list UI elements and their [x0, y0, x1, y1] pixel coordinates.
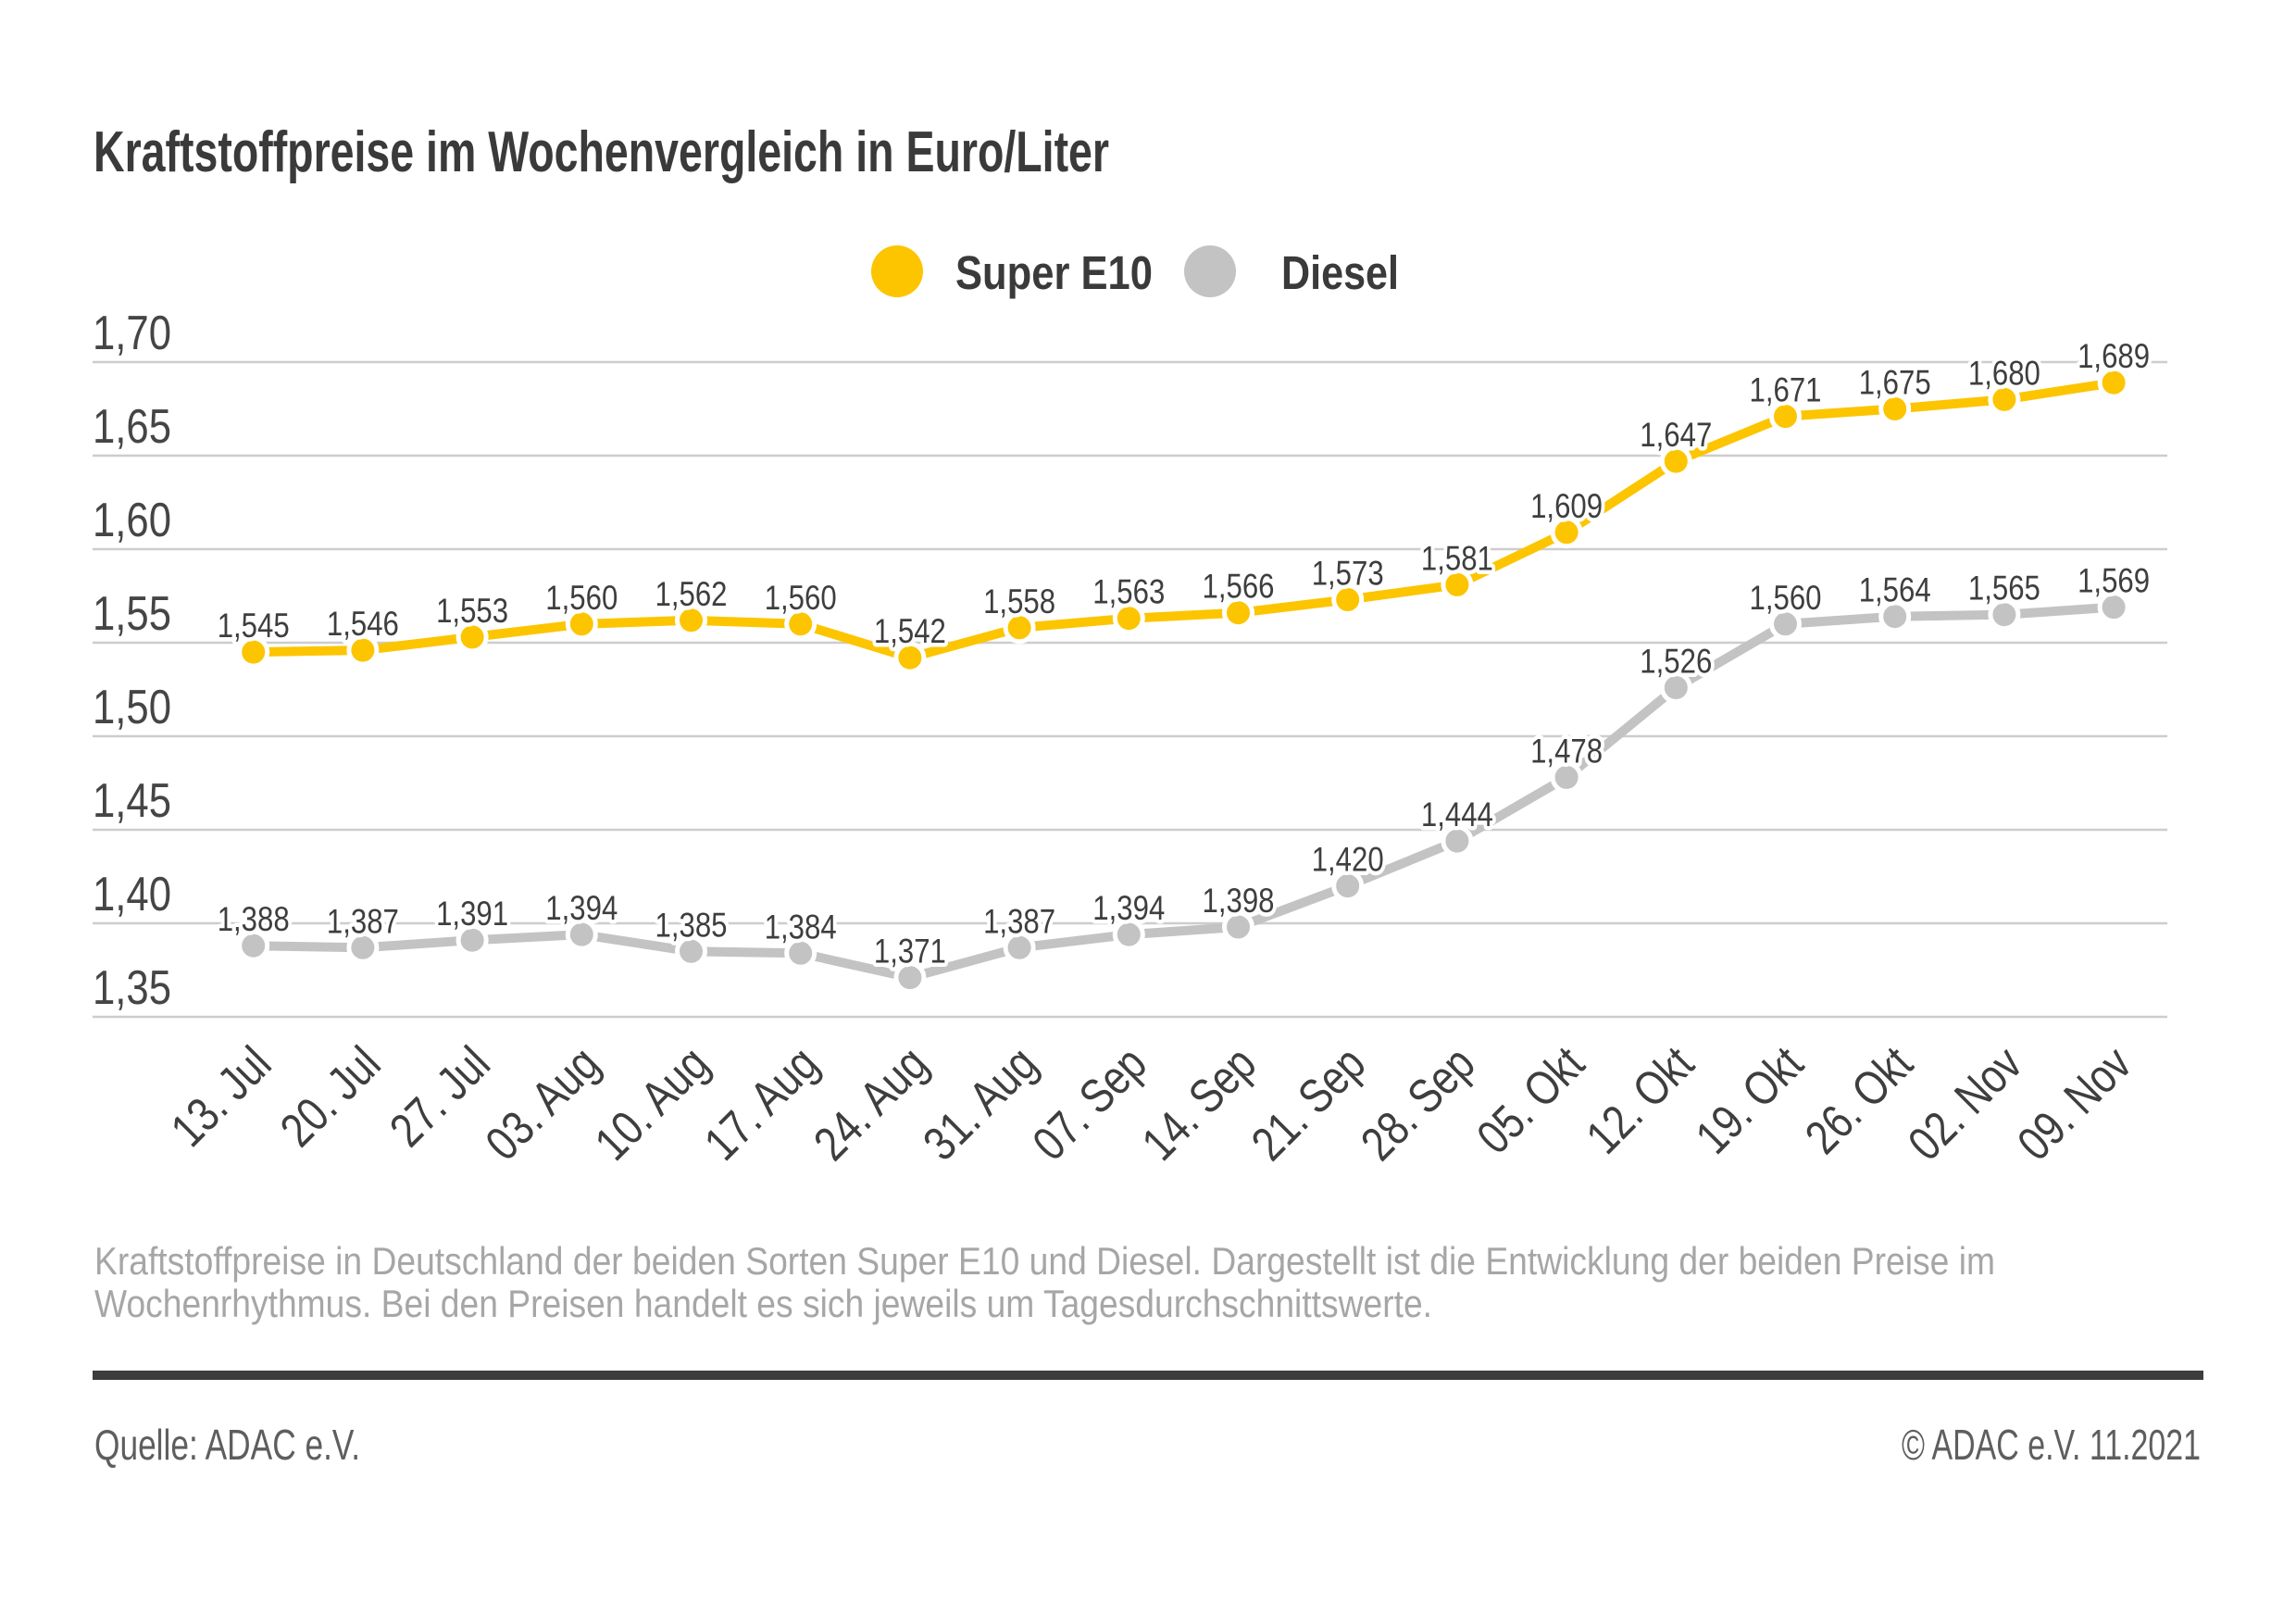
svg-text:1,70: 1,70 [93, 307, 171, 360]
svg-text:1,647: 1,647 [1640, 416, 1712, 454]
svg-text:Quelle: ADAC e.V.: Quelle: ADAC e.V. [94, 1421, 360, 1469]
svg-text:1,569: 1,569 [2078, 562, 2150, 600]
svg-text:1,55: 1,55 [93, 587, 171, 641]
svg-text:1,384: 1,384 [765, 908, 837, 946]
svg-text:1,394: 1,394 [545, 889, 618, 927]
svg-text:1,609: 1,609 [1530, 487, 1603, 525]
svg-text:1,680: 1,680 [1968, 354, 2040, 392]
svg-text:1,560: 1,560 [545, 579, 618, 617]
svg-text:1,671: 1,671 [1750, 371, 1822, 409]
svg-text:1,385: 1,385 [655, 906, 728, 944]
svg-text:1,388: 1,388 [218, 900, 290, 938]
svg-text:1,35: 1,35 [93, 961, 171, 1015]
svg-text:1,581: 1,581 [1421, 539, 1493, 577]
svg-text:1,562: 1,562 [655, 575, 728, 613]
svg-text:1,526: 1,526 [1640, 643, 1712, 681]
svg-text:1,65: 1,65 [93, 400, 171, 454]
svg-text:1,478: 1,478 [1530, 732, 1603, 770]
svg-text:1,560: 1,560 [1750, 579, 1822, 617]
svg-text:1,444: 1,444 [1421, 795, 1493, 833]
svg-text:1,564: 1,564 [1859, 571, 1931, 609]
svg-text:1,546: 1,546 [327, 605, 399, 643]
svg-text:1,558: 1,558 [983, 583, 1055, 620]
svg-text:Kraftstoffpreise im Wochenverg: Kraftstoffpreise im Wochenvergleich in E… [94, 120, 1109, 184]
svg-text:1,563: 1,563 [1092, 573, 1165, 611]
svg-text:1,553: 1,553 [436, 592, 508, 630]
svg-text:1,60: 1,60 [93, 494, 171, 547]
svg-text:1,387: 1,387 [983, 902, 1055, 940]
svg-text:1,675: 1,675 [1859, 364, 1931, 402]
svg-text:1,566: 1,566 [1203, 568, 1275, 606]
svg-text:1,387: 1,387 [327, 902, 399, 940]
svg-text:1,40: 1,40 [93, 868, 171, 921]
svg-text:1,50: 1,50 [93, 681, 171, 734]
svg-text:1,45: 1,45 [93, 774, 171, 828]
svg-text:Diesel: Diesel [1281, 246, 1399, 299]
svg-text:1,420: 1,420 [1312, 841, 1384, 879]
svg-text:1,565: 1,565 [1968, 570, 2040, 608]
svg-text:1,689: 1,689 [2078, 337, 2150, 375]
svg-text:Wochenrhythmus. Bei den Preise: Wochenrhythmus. Bei den Preisen handelt … [94, 1282, 1432, 1325]
svg-text:Kraftstoffpreise in Deutschlan: Kraftstoffpreise in Deutschland der beid… [94, 1239, 1995, 1283]
svg-text:1,560: 1,560 [765, 579, 837, 617]
svg-text:© ADAC e.V. 11.2021: © ADAC e.V. 11.2021 [1902, 1421, 2201, 1469]
svg-text:Super E10: Super E10 [955, 246, 1153, 299]
svg-text:1,394: 1,394 [1092, 889, 1165, 927]
svg-text:1,545: 1,545 [218, 607, 290, 645]
svg-text:1,371: 1,371 [874, 933, 946, 971]
svg-text:1,573: 1,573 [1312, 555, 1384, 593]
svg-text:1,542: 1,542 [874, 612, 946, 650]
svg-text:1,398: 1,398 [1203, 882, 1275, 920]
svg-text:1,391: 1,391 [436, 895, 508, 933]
